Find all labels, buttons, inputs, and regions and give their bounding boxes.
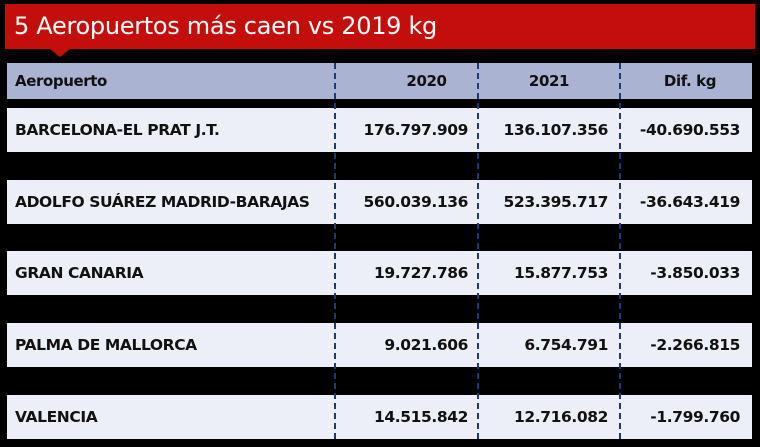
table-row: VALENCIA 14.515.842 12.716.082 -1.799.76… [7,395,752,439]
value-dif: -40.690.553 [639,121,740,139]
header-2020: 2020 [406,72,447,90]
title-pointer-decoration [50,49,70,57]
value-2020: 560.039.136 [363,193,469,211]
airport-name: GRAN CANARIA [15,264,144,282]
value-dif: -1.799.760 [650,408,740,426]
header-dif-kg: Dif. kg [663,72,717,90]
value-dif: -36.643.419 [639,193,740,211]
value-dif: -2.266.815 [650,336,740,354]
table-row: PALMA DE MALLORCA 9.021.606 6.754.791 -2… [7,323,752,367]
value-dif: -3.850.033 [650,264,740,282]
value-2021: 12.716.082 [513,408,608,426]
value-2021: 15.877.753 [513,264,608,282]
column-divider [477,63,479,439]
airport-name: BARCELONA-EL PRAT J.T. [15,121,220,139]
table-row: GRAN CANARIA 19.727.786 15.877.753 -3.85… [7,251,752,295]
table-row: BARCELONA-EL PRAT J.T. 176.797.909 136.1… [7,108,752,152]
column-divider [334,63,336,439]
airport-name: VALENCIA [15,408,98,426]
airport-name: ADOLFO SUÁREZ MADRID-BARAJAS [15,193,310,211]
header-2021: 2021 [528,72,570,90]
value-2020: 176.797.909 [363,121,469,139]
table-row: ADOLFO SUÁREZ MADRID-BARAJAS 560.039.136… [7,180,752,224]
column-divider [619,63,621,439]
airports-table: Aeropuerto 2020 2021 Dif. kg BARCELONA-E… [7,0,752,447]
value-2020: 19.727.786 [373,264,468,282]
table-header-row: Aeropuerto 2020 2021 Dif. kg [7,63,752,99]
airport-name: PALMA DE MALLORCA [15,336,197,354]
value-2021: 6.754.791 [524,336,608,354]
value-2020: 9.021.606 [384,336,468,354]
header-airport: Aeropuerto [15,72,107,90]
table-title: 5 Aeropuertos más caen vs 2019 kg [5,4,755,49]
value-2020: 14.515.842 [373,408,468,426]
value-2021: 523.395.717 [503,193,609,211]
value-2021: 136.107.356 [503,121,609,139]
